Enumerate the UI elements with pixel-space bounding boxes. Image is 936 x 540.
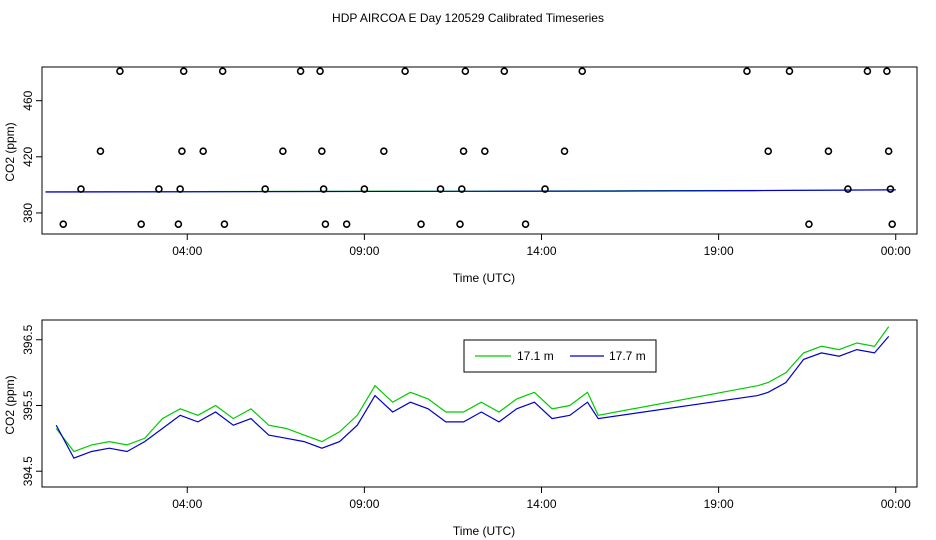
data-point bbox=[541, 185, 549, 193]
data-point bbox=[261, 185, 269, 193]
data-point bbox=[824, 147, 833, 156]
data-point bbox=[521, 220, 530, 228]
x-tick-label: 19:00 bbox=[704, 497, 734, 511]
legend: 17.1 m 17.7 m bbox=[463, 339, 657, 373]
data-point bbox=[316, 67, 324, 76]
data-point bbox=[888, 220, 897, 228]
data-point bbox=[176, 185, 184, 193]
data-point bbox=[137, 220, 145, 228]
data-point bbox=[436, 185, 445, 193]
data-point bbox=[179, 67, 188, 76]
data-point bbox=[459, 147, 468, 156]
x-axis-label: Time (UTC) bbox=[453, 524, 515, 538]
x-tick-label: 09:00 bbox=[349, 244, 379, 258]
y-tick-label: 396.5 bbox=[21, 324, 35, 354]
legend-label-green: 17.1 m bbox=[517, 349, 554, 363]
plot-frame bbox=[41, 66, 918, 235]
y-axis-ticks: 394.5 395.5 396.5 bbox=[21, 324, 42, 486]
data-point bbox=[199, 147, 207, 156]
data-point bbox=[96, 147, 105, 156]
data-point bbox=[380, 147, 388, 156]
data-point bbox=[456, 220, 464, 228]
data-point bbox=[481, 147, 489, 156]
data-point bbox=[174, 220, 183, 228]
data-point bbox=[318, 147, 326, 156]
data-point bbox=[321, 220, 330, 228]
line-panel: 04:00 09:00 14:00 19:00 00:00 394.5 395.5 396.… bbox=[3, 319, 918, 538]
data-point bbox=[116, 67, 124, 76]
data-point bbox=[279, 147, 287, 156]
data-point bbox=[805, 220, 813, 228]
x-tick-label: 04:00 bbox=[172, 497, 202, 511]
x-tick-label: 14:00 bbox=[526, 244, 556, 258]
data-point bbox=[883, 67, 891, 76]
x-axis-ticks: 04:00 09:00 14:00 19:00 00:00 bbox=[172, 487, 911, 511]
scatter-panel: 04:00 09:00 14:00 19:00 00:00 380 420 460 Time… bbox=[3, 66, 918, 285]
data-point bbox=[220, 220, 229, 228]
series-line bbox=[45, 189, 896, 193]
series-line bbox=[55, 336, 890, 459]
data-point bbox=[461, 67, 470, 76]
data-point bbox=[886, 185, 895, 193]
data-point bbox=[500, 67, 509, 76]
data-point bbox=[342, 220, 351, 228]
data-point bbox=[743, 67, 751, 76]
scatter-points bbox=[59, 67, 897, 228]
data-point bbox=[457, 185, 466, 193]
data-point bbox=[59, 220, 68, 228]
data-point bbox=[296, 67, 305, 76]
x-tick-label: 14:00 bbox=[526, 497, 556, 511]
x-tick-label: 00:00 bbox=[881, 244, 911, 258]
data-point bbox=[401, 67, 409, 76]
data-point bbox=[360, 185, 369, 193]
data-point bbox=[863, 67, 872, 76]
data-point bbox=[844, 185, 852, 193]
y-tick-label: 460 bbox=[21, 90, 35, 110]
y-tick-label: 394.5 bbox=[21, 456, 35, 486]
data-point bbox=[319, 185, 328, 193]
data-point bbox=[884, 147, 893, 156]
data-point bbox=[578, 67, 587, 76]
plot-frame bbox=[41, 319, 918, 488]
y-axis-label: CO2 (ppm) bbox=[3, 375, 17, 434]
y-tick-label: 420 bbox=[21, 146, 35, 166]
chart-title: HDP AIRCOA E Day 120529 Calibrated Times… bbox=[332, 11, 604, 25]
data-point bbox=[785, 67, 794, 76]
data-point bbox=[155, 185, 163, 193]
x-tick-label: 00:00 bbox=[881, 497, 911, 511]
y-axis-label: CO2 (ppm) bbox=[3, 122, 17, 181]
line-series bbox=[55, 326, 890, 459]
data-point bbox=[77, 185, 85, 193]
series-line bbox=[55, 326, 890, 453]
data-point bbox=[764, 147, 773, 156]
x-tick-label: 19:00 bbox=[704, 244, 734, 258]
y-axis-ticks: 380 420 460 bbox=[21, 90, 42, 223]
x-tick-label: 09:00 bbox=[349, 497, 379, 511]
data-point bbox=[560, 147, 569, 156]
data-point bbox=[178, 147, 186, 156]
data-point bbox=[218, 67, 227, 76]
baseline-series bbox=[45, 189, 896, 193]
legend-label-blue: 17.7 m bbox=[609, 349, 646, 363]
x-axis-label: Time (UTC) bbox=[453, 271, 515, 285]
data-point bbox=[417, 220, 425, 228]
x-tick-label: 04:00 bbox=[172, 244, 202, 258]
x-axis-ticks: 04:00 09:00 14:00 19:00 00:00 bbox=[172, 234, 911, 258]
y-tick-label: 380 bbox=[21, 203, 35, 223]
y-tick-label: 395.5 bbox=[21, 390, 35, 420]
